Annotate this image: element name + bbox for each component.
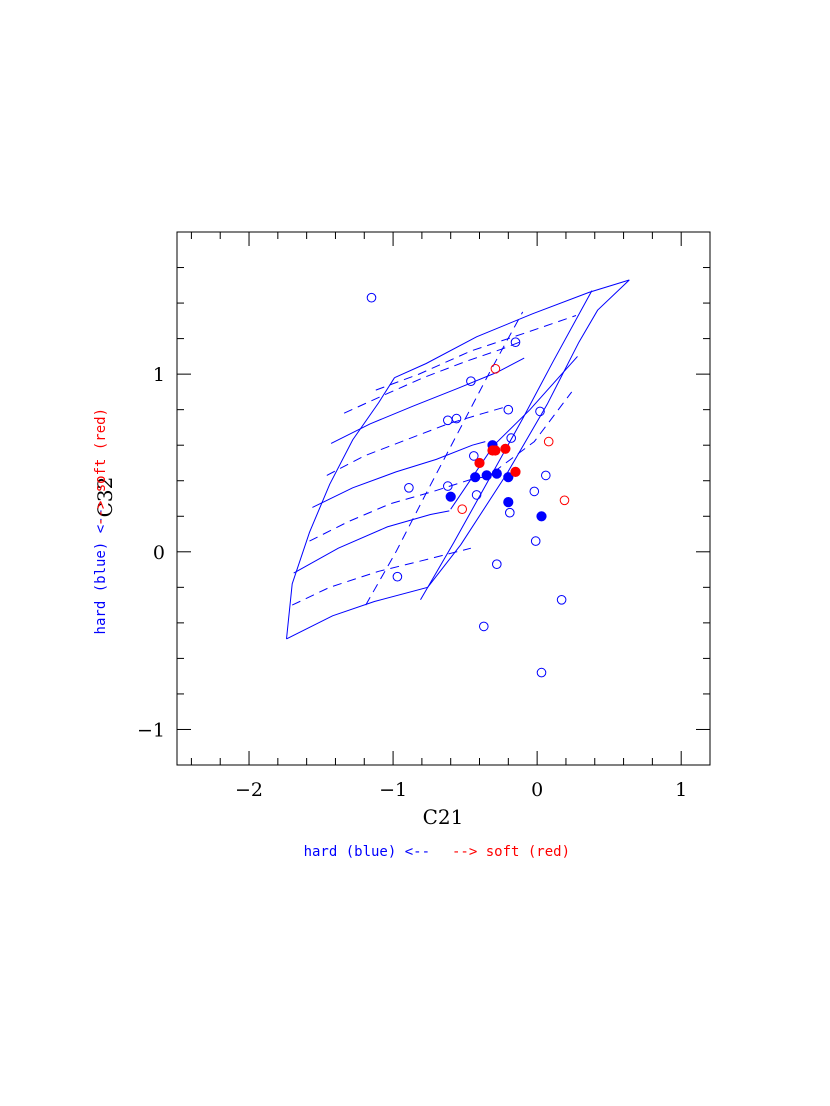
data-point-0-0 <box>366 292 377 303</box>
data-point-0-6 <box>451 413 462 424</box>
data-point-0-9 <box>443 481 453 491</box>
model-dashed-line-4 <box>375 315 577 391</box>
model-dashed-line-3 <box>343 339 525 414</box>
y-tick-label: −1 <box>137 719 165 741</box>
x-tick-label: 0 <box>531 779 543 801</box>
axis-ticks <box>177 231 711 766</box>
x-tick-label: −1 <box>379 779 407 801</box>
data-point-0-18 <box>556 595 567 605</box>
model-dashed-line-6 <box>365 311 524 606</box>
model-solid-line-4 <box>293 510 450 574</box>
data-point-0-15 <box>530 536 541 546</box>
data-point-3-4 <box>510 466 521 477</box>
model-solid-line-0 <box>286 279 630 640</box>
data-point-2-4 <box>503 472 514 483</box>
data-point-3-3 <box>474 457 485 469</box>
data-point-0-8 <box>469 451 479 461</box>
data-point-0-7 <box>506 433 517 443</box>
data-point-0-20 <box>536 667 547 678</box>
data-point-0-14 <box>505 507 515 518</box>
x-soft-note: --> soft (red) <box>452 844 570 860</box>
data-point-0-12 <box>541 470 551 481</box>
data-point-3-1 <box>490 445 501 456</box>
model-dashed-line-0 <box>291 547 472 606</box>
data-point-1-3 <box>457 504 468 515</box>
data-point-0-3 <box>503 404 514 415</box>
data-point-1-1 <box>543 436 554 447</box>
data-point-1-0 <box>490 364 501 374</box>
model-dashed-line-1 <box>309 474 494 542</box>
plot-frame <box>176 231 711 766</box>
data-point-2-7 <box>536 511 547 522</box>
y-tick-label: 1 <box>153 364 165 386</box>
y-axis-label: C32 <box>93 477 117 518</box>
data-point-1-2 <box>559 495 570 506</box>
x-hard-note: hard (blue) <-- <box>304 844 430 860</box>
y-hard-note: hard (blue) <-- <box>93 508 109 634</box>
x-tick-label: 1 <box>675 779 687 801</box>
tick-labels: −2 −1 0 1 −1 0 1 <box>137 364 687 801</box>
data-point-0-17 <box>392 571 403 582</box>
data-points <box>366 292 570 678</box>
data-point-0-2 <box>466 376 476 387</box>
data-point-2-3 <box>491 468 502 479</box>
model-solid-line-5 <box>312 441 486 508</box>
model-solid-line-6 <box>330 357 525 444</box>
model-dashed-line-2 <box>326 405 509 476</box>
data-point-2-2 <box>481 470 492 481</box>
data-point-0-11 <box>471 490 482 500</box>
data-point-0-1 <box>510 337 521 348</box>
data-point-0-10 <box>404 483 414 493</box>
data-point-0-16 <box>492 559 502 570</box>
x-tick-label: −2 <box>235 779 263 801</box>
data-point-0-5 <box>443 415 453 426</box>
model-dashed-line-5 <box>493 391 573 473</box>
data-point-3-2 <box>500 443 511 454</box>
data-point-2-1 <box>470 472 481 483</box>
data-point-0-13 <box>529 486 540 497</box>
model-solid-line-7 <box>450 356 578 510</box>
model-solid-line-1 <box>286 377 395 639</box>
model-solid-line-2 <box>394 279 630 379</box>
y-soft-note: --> soft (red) <box>93 408 109 526</box>
data-point-0-19 <box>479 621 489 632</box>
y-tick-label: 0 <box>153 542 165 564</box>
data-point-0-4 <box>535 406 545 417</box>
x-axis-label: C21 <box>423 805 464 829</box>
data-point-2-6 <box>503 497 514 508</box>
data-point-2-5 <box>445 491 456 502</box>
model-grid <box>286 279 630 640</box>
